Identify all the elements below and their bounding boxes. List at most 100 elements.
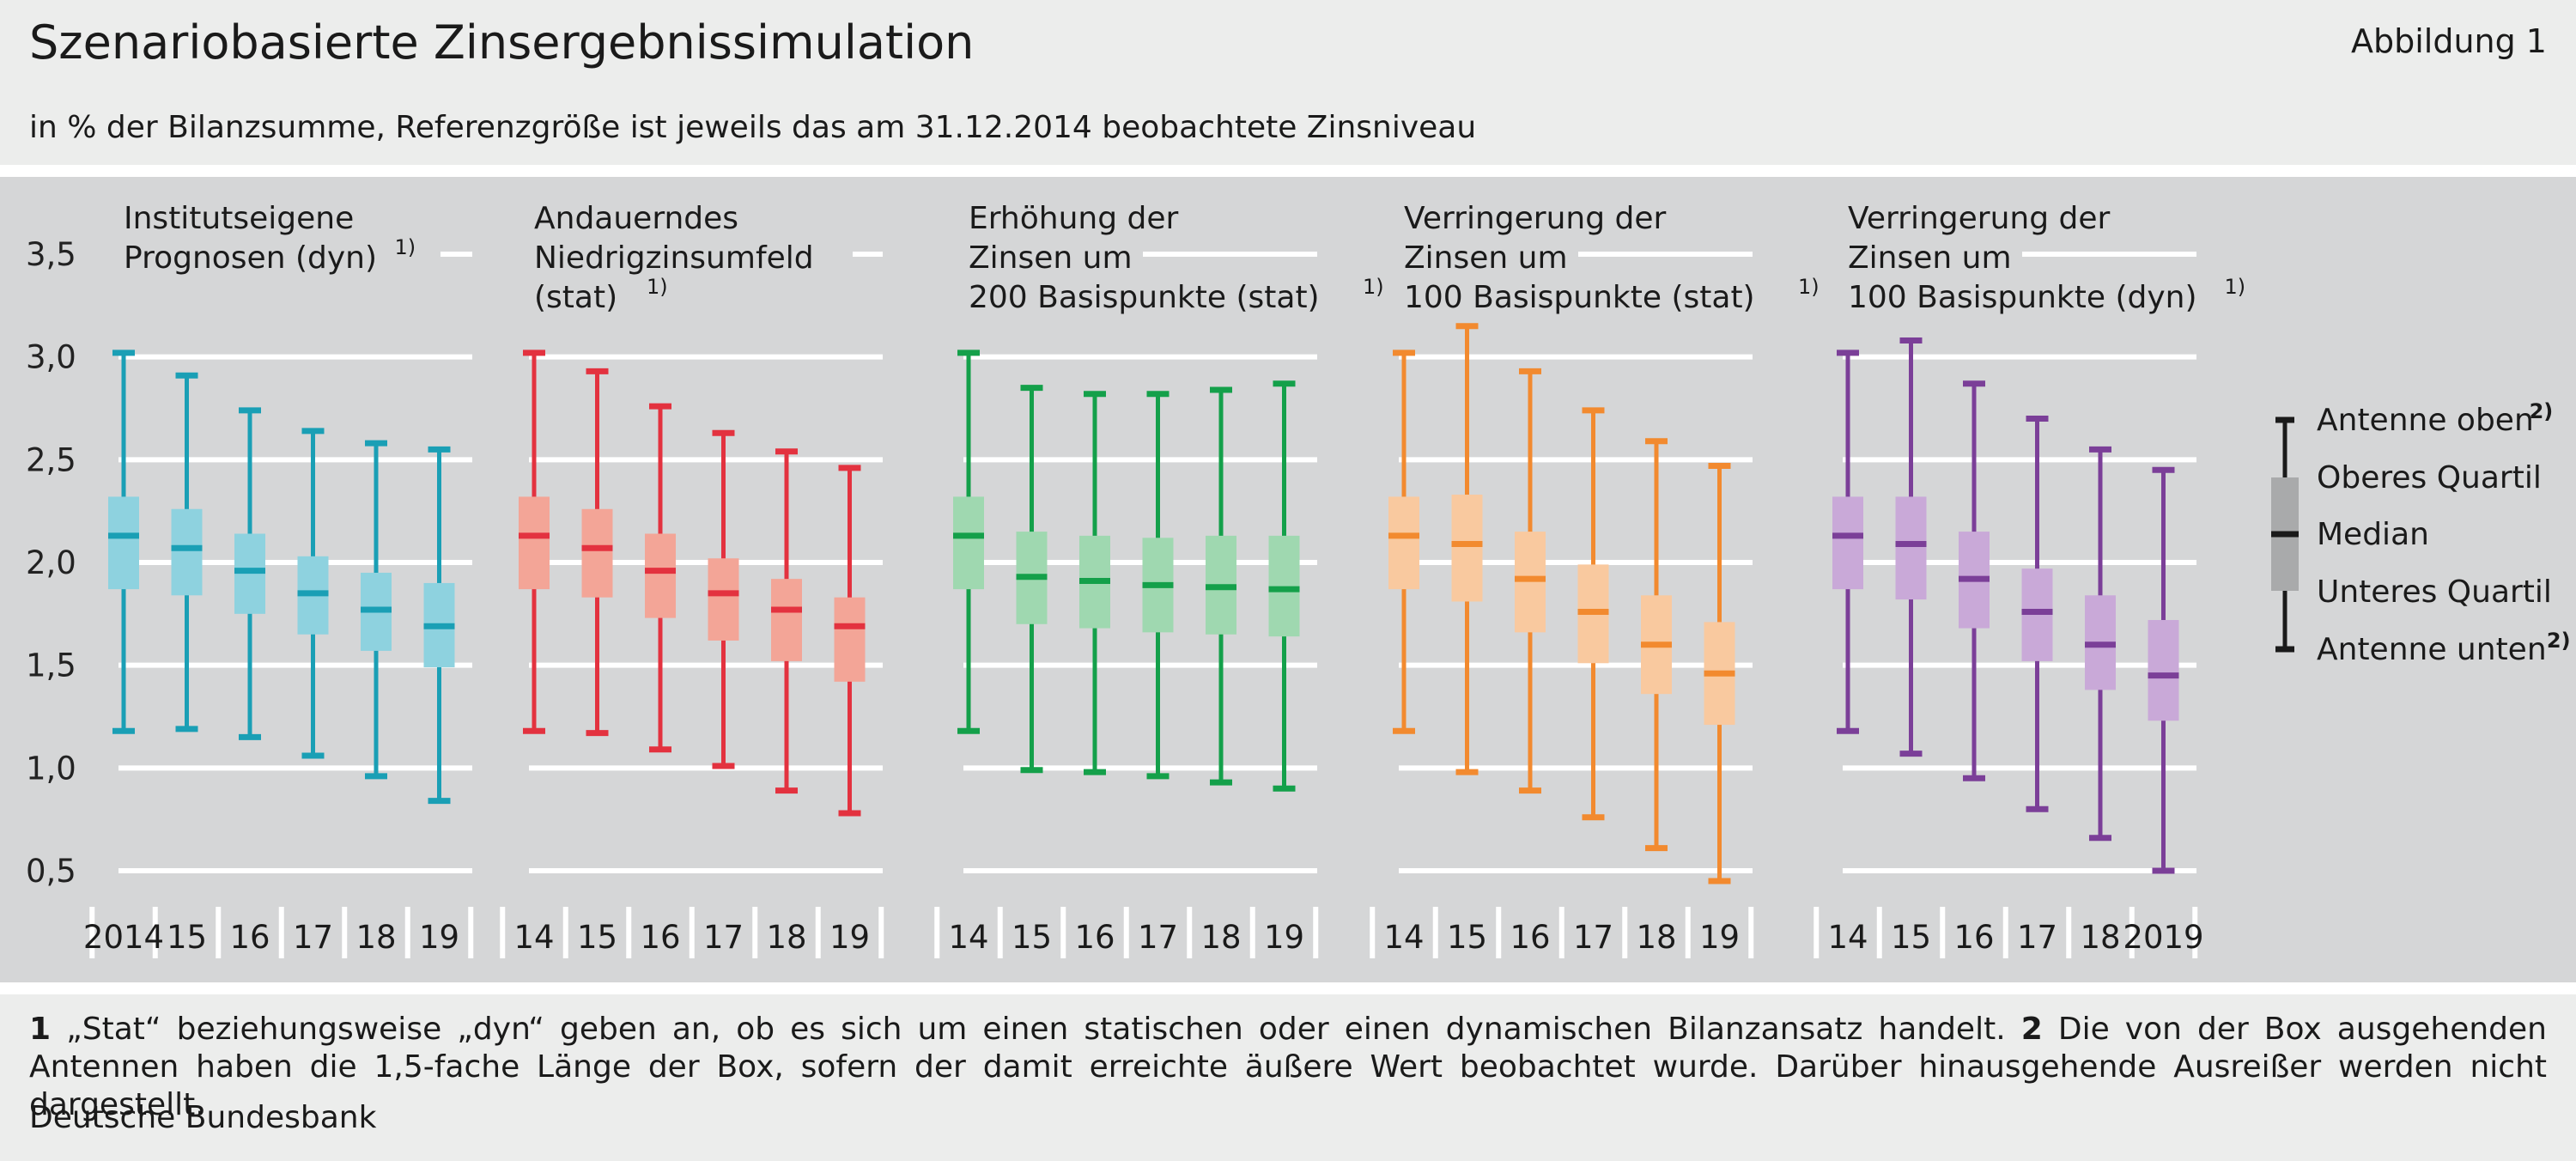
panel-title-bg [1843, 277, 2273, 316]
y-tick-label: 0,5 [26, 853, 76, 890]
box [645, 533, 676, 618]
x-tick-label: 14 [948, 919, 988, 956]
y-tick-label: 3,5 [26, 236, 76, 273]
box [1268, 535, 1300, 637]
panel-title-bg [1843, 198, 2148, 237]
x-tick-label: 16 [1510, 919, 1550, 956]
panel-title-bg [963, 277, 1412, 316]
legend-label: Antenne oben [2317, 403, 2534, 438]
separator-bottom [0, 982, 2576, 994]
panel-title-line: Zinsen um [1848, 240, 2012, 276]
box [2021, 568, 2053, 661]
panel-title-bg [118, 198, 406, 237]
panel-title-superscript: 1) [2225, 275, 2246, 299]
panel-title-bg [1399, 198, 1704, 237]
panel-title-bg [118, 237, 440, 277]
panel-title-bg [1399, 237, 1578, 277]
panel-title-bg [529, 198, 744, 237]
panel-title-bg [963, 237, 1143, 277]
panel-title-bg [529, 277, 689, 316]
y-tick-label: 2,0 [26, 544, 76, 581]
x-tick-label: 15 [1447, 919, 1487, 956]
box [1895, 496, 1927, 600]
box [1451, 495, 1483, 602]
x-tick-label: 2014 [83, 919, 164, 956]
footnote-1-number: 1 [29, 1012, 52, 1047]
box [519, 496, 550, 590]
x-tick-label: 16 [229, 919, 270, 956]
legend-label: Median [2317, 517, 2429, 552]
x-tick-label: 15 [167, 919, 207, 956]
x-tick-label: 18 [766, 919, 806, 956]
panel-title-bg [963, 198, 1197, 237]
y-tick-label: 3,0 [26, 339, 76, 376]
page-title: Szenariobasierte Zinsergebnissimulation [29, 15, 975, 70]
x-tick-label: 19 [419, 919, 459, 956]
legend-superscript: 2) [2547, 629, 2571, 653]
box [1515, 532, 1546, 633]
x-tick-label: 18 [2080, 919, 2120, 956]
legend-label: Oberes Quartil [2317, 460, 2542, 495]
x-tick-label: 14 [1383, 919, 1424, 956]
box [171, 508, 203, 596]
panel-title-superscript: 1) [1798, 275, 1820, 299]
source-label: Deutsche Bundesbank [29, 1100, 377, 1135]
x-tick-label: 15 [1012, 919, 1052, 956]
panel-title-line: 200 Basispunkte (stat) [969, 280, 1320, 315]
box [2148, 620, 2179, 721]
panel-title-line: Erhöhung der [969, 201, 1179, 236]
x-tick-label: 19 [1264, 919, 1304, 956]
x-tick-label: 15 [1891, 919, 1931, 956]
panel-title-line: Andauerndes [534, 201, 738, 236]
panel-title-bg [529, 237, 853, 277]
x-tick-label: 14 [513, 919, 554, 956]
y-tick-label: 1,5 [26, 647, 76, 684]
x-tick-label: 18 [1200, 919, 1241, 956]
panel-title-line: Zinsen um [969, 240, 1133, 276]
x-tick-label: 15 [577, 919, 617, 956]
x-tick-label: 17 [1138, 919, 1178, 956]
x-tick-label: 19 [1699, 919, 1740, 956]
separator-top [0, 165, 2576, 177]
page-subtitle: in % der Bilanzsumme, Referenzgröße ist … [29, 110, 1477, 145]
x-tick-label: 18 [355, 919, 396, 956]
x-tick-label: 17 [293, 919, 333, 956]
panel-title-line: Zinsen um [1404, 240, 1568, 276]
panel-title-line: Prognosen (dyn) [124, 240, 377, 276]
x-tick-label: 18 [1636, 919, 1676, 956]
panel-title-bg [1399, 277, 1847, 316]
panel-title-superscript: 1) [395, 235, 416, 259]
x-tick-label: 16 [1953, 919, 1994, 956]
x-tick-label: 19 [829, 919, 870, 956]
panel-title-line: Institutseigene [124, 201, 354, 236]
box [108, 496, 139, 590]
panel-title-line: 100 Basispunkte (stat) [1404, 280, 1755, 315]
panel-title-superscript: 1) [1363, 275, 1384, 299]
box [834, 597, 866, 682]
legend-label: Unteres Quartil [2317, 574, 2552, 610]
x-tick-label: 17 [1573, 919, 1613, 956]
panel-title-superscript: 1) [647, 275, 668, 299]
box [234, 533, 265, 614]
panel-title-line: 100 Basispunkte (dyn) [1848, 280, 2197, 315]
panel-title-line: Verringerung der [1404, 201, 1666, 236]
box [581, 508, 613, 598]
y-tick-label: 2,5 [26, 441, 76, 478]
x-tick-label: 2019 [2123, 919, 2203, 956]
box [953, 496, 984, 590]
panel-title-line: (stat) [534, 280, 617, 315]
x-tick-label: 17 [2017, 919, 2057, 956]
box [1832, 496, 1863, 590]
box [1388, 496, 1419, 590]
x-tick-label: 16 [640, 919, 680, 956]
box-plot-chart: 3,5 3,0 2,5 2,0 1,5 1,0 0,5 Institutseigene Prog… [26, 198, 2571, 958]
panel-title-line: Niedrigzinsumfeld [534, 240, 814, 276]
footnote-2-text: Die von der Box ausgehenden Antennen hab… [29, 1012, 2548, 1122]
legend-superscript: 2) [2530, 399, 2554, 423]
x-tick-label: 14 [1827, 919, 1868, 956]
box [708, 558, 739, 641]
footnote-1-2: 1 „Stat“ beziehungsweise „dyn“ geben an,… [29, 1011, 2547, 1124]
footnote-2-number: 2 [2020, 1012, 2043, 1047]
panel-title-line: Verringerung der [1848, 201, 2110, 236]
box [771, 579, 802, 661]
